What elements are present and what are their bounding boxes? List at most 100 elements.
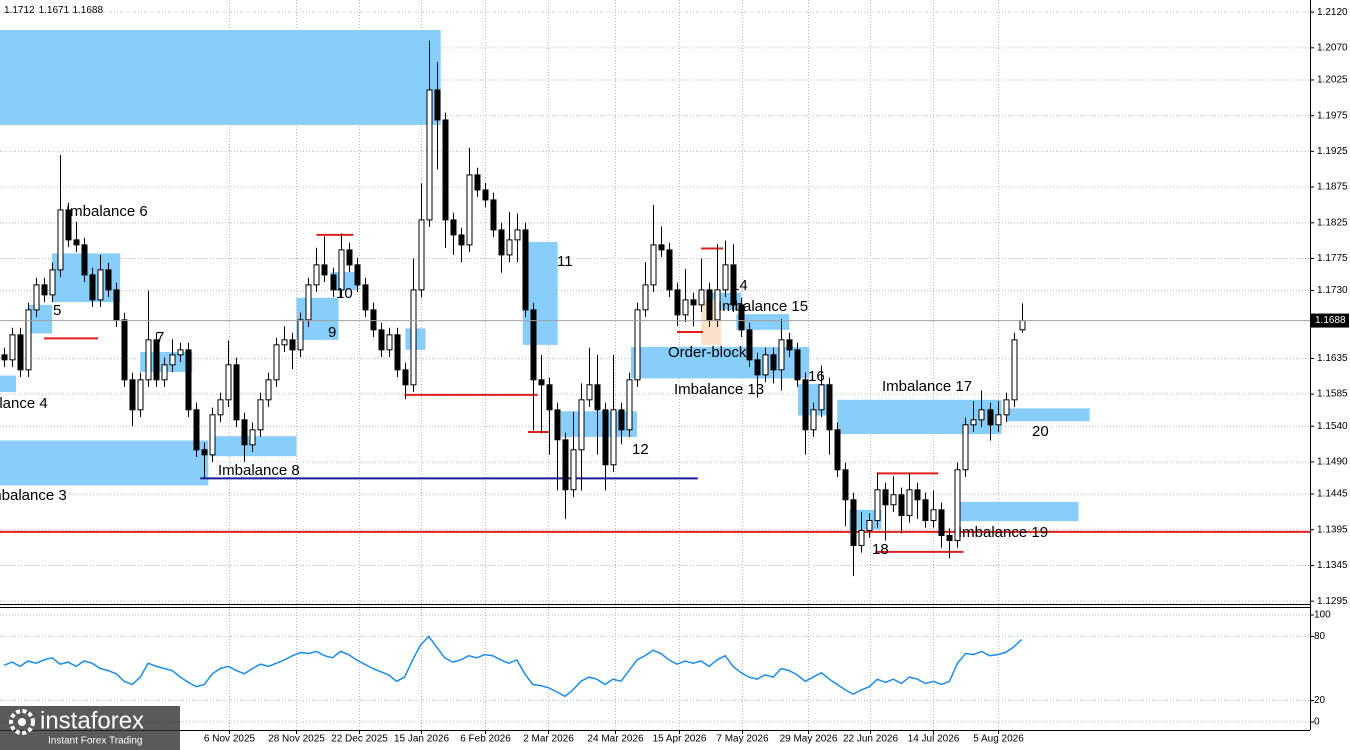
candle-body (145, 339, 152, 381)
candle-body (858, 529, 865, 546)
y-tick-label: 1.1875 (1317, 182, 1348, 193)
y-tick-label: 1.1395 (1317, 524, 1348, 535)
y-tick-label: 80 (1314, 631, 1326, 642)
y-tick-label: 1.1975 (1317, 110, 1348, 121)
candle-body (618, 409, 625, 431)
candle-body (674, 289, 681, 316)
zone-label: 20 (1032, 423, 1049, 440)
candle-body (722, 264, 729, 291)
candle-body (970, 419, 977, 426)
x-tick-label: 14 Jul 2026 (908, 734, 960, 745)
candle-body (682, 299, 689, 316)
candle-body (610, 409, 617, 466)
current-price-box (1311, 313, 1349, 328)
candle-body (97, 269, 104, 301)
zone-label: 5 (53, 302, 61, 319)
zone-label: 11 (557, 253, 573, 270)
imbalance-zone (849, 509, 882, 530)
candle-body (794, 349, 801, 381)
candle-body (89, 274, 96, 301)
y-tick-label: 1.1925 (1317, 146, 1348, 157)
imbalance-zone (0, 29, 441, 125)
candle-body (642, 284, 649, 311)
candle-body (554, 409, 561, 441)
candle-body (522, 229, 529, 311)
candle-body (570, 449, 577, 491)
candle-body (586, 384, 593, 401)
candle-body (706, 289, 713, 321)
candle-body (305, 284, 312, 321)
candle-body (658, 244, 665, 251)
y-tick-label: 1.1730 (1317, 285, 1348, 296)
candle-body (698, 289, 705, 306)
candle-body (762, 354, 769, 376)
candle-body (113, 289, 120, 321)
y-tick-label: 1.2070 (1317, 42, 1348, 53)
watermark-icon (9, 709, 35, 735)
x-tick-label: 7 May 2026 (716, 734, 769, 745)
candle-body (730, 264, 737, 306)
candle-body (129, 379, 136, 411)
ohlc-header: 1.1712 1.1671 1.1688 (4, 5, 103, 16)
imbalance-zone (522, 242, 558, 345)
candle-body (313, 264, 320, 286)
candle-body (474, 174, 481, 191)
candle-body (426, 89, 433, 221)
candle-body (386, 334, 393, 351)
candle-body (177, 349, 184, 356)
imbalance-zone (0, 375, 17, 392)
candle-body (289, 339, 296, 351)
candle-body (394, 334, 401, 371)
x-tick-label: 22 Dec 2025 (331, 734, 388, 745)
candle-body (602, 409, 609, 466)
candle-body (850, 499, 857, 546)
candle-body (1003, 399, 1010, 416)
candle-body (626, 379, 633, 431)
candle-body (281, 339, 288, 346)
candle-body (506, 239, 513, 256)
zone-label: Imbalance 15 (718, 298, 808, 315)
candle-body (137, 379, 144, 411)
x-tick-label: 6 Nov 2025 (204, 734, 256, 745)
candle-body (938, 509, 945, 536)
candle-body (418, 219, 425, 291)
imbalance-zone (210, 436, 297, 457)
candle-body (666, 249, 673, 291)
candle-body (482, 189, 489, 201)
y-tick-label: 1.1445 (1317, 489, 1348, 500)
candle-body (987, 409, 994, 426)
y-tick-label: 1.1490 (1317, 457, 1348, 468)
candle-body (346, 249, 353, 266)
zone-label: Imbalance 4 (0, 395, 48, 412)
y-tick-label: 100 (1314, 610, 1331, 621)
header-low: 1.1671 (39, 5, 70, 16)
candle-body (193, 409, 200, 451)
y-tick-label: 1.1585 (1317, 389, 1348, 400)
y-tick-label: 0 (1314, 717, 1320, 728)
candle-body (233, 364, 240, 421)
candle-body (546, 384, 553, 411)
candle-body (514, 229, 521, 241)
candle-body (81, 244, 88, 276)
candle-body (594, 384, 601, 411)
candle-body (161, 364, 168, 381)
candle-body (33, 284, 40, 311)
candle-body (866, 519, 873, 531)
candle-body (241, 419, 248, 446)
watermark-tagline: Instant Forex Trading (48, 736, 143, 747)
y-tick-label: 1.1635 (1317, 353, 1348, 364)
imbalance-zone (0, 440, 209, 486)
candle-body (49, 269, 56, 296)
candle-body (73, 239, 80, 246)
candle-body (169, 354, 176, 366)
y-tick-label: 1.1345 (1317, 560, 1348, 571)
candle-body (450, 219, 457, 236)
candle-body (330, 274, 337, 291)
header-close: 1.1688 (72, 5, 103, 16)
candle-body (714, 289, 721, 321)
zone-label: 16 (808, 368, 825, 385)
candle-body (265, 379, 272, 401)
imbalance-zone (1006, 408, 1090, 422)
candle-body (1011, 339, 1018, 401)
